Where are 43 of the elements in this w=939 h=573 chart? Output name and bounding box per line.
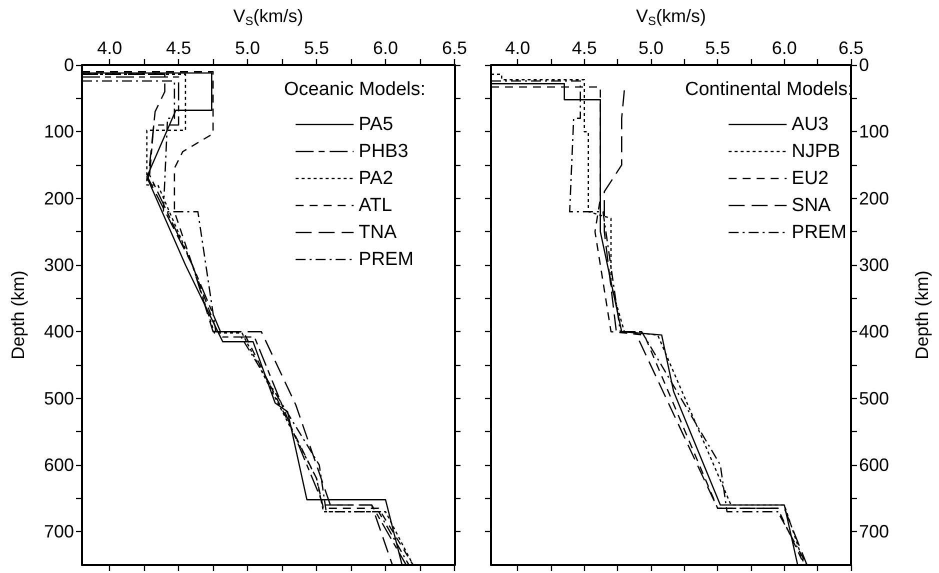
y2-tick-label: 700: [859, 522, 890, 542]
y-tick-label: 100: [44, 122, 74, 142]
y-tick-label: 500: [44, 388, 74, 408]
legend-label: PHB3: [358, 141, 408, 162]
legend-label: PREM: [358, 249, 414, 270]
x-tick-label: 5.5: [705, 38, 730, 58]
y-tick-label: 0: [64, 55, 74, 75]
y2-tick-label: 100: [859, 122, 890, 142]
legend-title: Oceanic Models:: [284, 79, 426, 100]
y2-axis-title: Depth (km): [912, 270, 932, 360]
y2-tick-label: 500: [859, 388, 890, 408]
legend-label: NJPB: [792, 141, 840, 162]
x-tick-label: 4.5: [166, 38, 192, 58]
x-tick-label: 4.0: [505, 38, 530, 58]
y-tick-label: 400: [44, 322, 74, 342]
y-tick-label: 300: [44, 255, 74, 275]
legend-label: EU2: [792, 168, 829, 189]
x-tick-label: 6.0: [772, 38, 797, 58]
legend-title: Continental Models:: [685, 79, 853, 100]
legend-label: ATL: [358, 195, 392, 216]
x-tick-label: 5.0: [235, 38, 260, 58]
legend-label: AU3: [792, 114, 829, 135]
y2-tick-label: 600: [859, 455, 890, 475]
x-tick-label: 4.0: [97, 38, 122, 58]
y-tick-label: 700: [44, 522, 74, 542]
y2-tick-label: 0: [859, 55, 870, 75]
legend-label: PA2: [358, 168, 394, 189]
legend-label: TNA: [358, 222, 397, 243]
y-tick-label: 200: [44, 188, 74, 208]
y-tick-label: 600: [44, 455, 74, 475]
y2-tick-label: 300: [859, 255, 890, 275]
x-tick-label: 6.5: [838, 38, 864, 58]
y-axis-title: Depth (km): [8, 270, 28, 360]
legend-label: SNA: [792, 195, 832, 216]
x-tick-label: 5.0: [638, 38, 664, 58]
legend-label: PA5: [358, 114, 394, 135]
y2-tick-label: 200: [859, 188, 890, 208]
y2-tick-label: 400: [859, 322, 890, 342]
x-tick-label: 5.5: [304, 38, 330, 58]
legend-label: PREM: [792, 222, 847, 243]
x-tick-label: 6.0: [372, 38, 398, 58]
x-tick-label: 4.5: [572, 38, 597, 58]
x-tick-label: 6.5: [442, 38, 468, 58]
